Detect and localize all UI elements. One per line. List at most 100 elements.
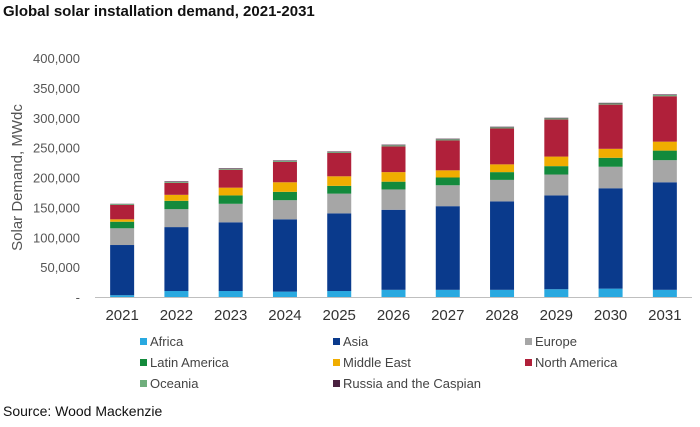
bar-segment-russia-and-the-caspian: [490, 126, 515, 128]
x-tick-label: 2027: [431, 307, 464, 324]
bar-segment-middle-east: [598, 148, 623, 158]
bar-segment-europe: [544, 174, 569, 196]
legend-item: Middle East: [333, 355, 411, 370]
bar-stack-2025: [327, 151, 352, 297]
bar-segment-asia: [272, 219, 297, 292]
legend-item: Asia: [333, 334, 369, 349]
y-tick-label: 200,000: [33, 171, 80, 186]
bar-segment-russia-and-the-caspian: [544, 117, 569, 119]
y-tick-label: 50,000: [40, 260, 80, 275]
bar-segment-latin-america: [272, 191, 297, 201]
bar-segment-middle-east: [544, 156, 569, 167]
bar-segment-oceania: [490, 127, 515, 129]
bar-segment-africa: [164, 291, 189, 297]
bar-segment-russia-and-the-caspian: [272, 160, 297, 162]
bar-segment-europe: [327, 193, 352, 214]
y-tick-label: 400,000: [33, 51, 80, 66]
legend: Africa Asia Europe Latin America Middle East…: [140, 334, 618, 391]
bar-segment-middle-east: [435, 170, 460, 178]
bar-segment-north-america: [272, 161, 297, 183]
x-tick-label: 2022: [160, 307, 193, 324]
bar-segment-europe: [381, 189, 406, 210]
bar-segment-russia-and-the-caspian: [327, 151, 352, 153]
y-tick-label: 350,000: [33, 81, 80, 96]
stacked-bar-chart: - 50,000 100,000 150,000 200,000 250,000 300,0…: [9, 51, 692, 391]
legend-item: Europe: [525, 334, 577, 349]
bar-segment-north-america: [327, 153, 352, 177]
bar-segment-asia: [381, 209, 406, 290]
bar-segment-latin-america: [598, 157, 623, 167]
bar-segment-middle-east: [490, 164, 515, 173]
bar-segment-europe: [164, 209, 189, 228]
bar-segment-middle-east: [272, 182, 297, 192]
bar-segment-oceania: [110, 204, 135, 205]
legend-item: Oceania: [140, 376, 199, 391]
bar-segment-north-america: [598, 104, 623, 149]
legend-label: Europe: [535, 334, 577, 349]
y-axis-title: Solar Demand, MWdc: [9, 104, 26, 251]
x-tick-label: 2024: [268, 307, 301, 324]
bar-segment-asia: [218, 222, 243, 292]
bar-stack-2022: [164, 181, 189, 297]
bar-segment-africa: [110, 295, 135, 297]
bar-stack-2028: [490, 126, 515, 297]
bar-segment-europe: [110, 228, 135, 246]
x-tick-label: 2028: [485, 307, 518, 324]
bar-segment-latin-america: [381, 181, 406, 190]
bar-stack-2031: [652, 94, 677, 297]
bar-segment-middle-east: [327, 176, 352, 186]
bar-segment-latin-america: [435, 177, 460, 186]
bar-segment-north-america: [544, 119, 569, 157]
bar-segment-latin-america: [110, 221, 135, 229]
legend-item: North America: [525, 355, 618, 370]
bar-segment-oceania: [435, 139, 460, 141]
bar-segment-europe: [272, 200, 297, 220]
x-tick-label: 2023: [214, 307, 247, 324]
bar-segment-europe: [218, 203, 243, 223]
bar-segment-oceania: [381, 145, 406, 147]
legend-swatch: [333, 380, 340, 387]
bar-segment-asia: [490, 201, 515, 290]
bar-segment-middle-east: [218, 187, 243, 196]
bar-segment-latin-america: [544, 166, 569, 175]
bar-segment-oceania: [652, 95, 677, 97]
legend-swatch: [525, 338, 532, 345]
bar-segment-north-america: [218, 169, 243, 188]
bar-segment-russia-and-the-caspian: [598, 102, 623, 104]
bar-segment-middle-east: [110, 219, 135, 222]
y-tick-label: 150,000: [33, 200, 80, 215]
bar-segment-russia-and-the-caspian: [435, 138, 460, 140]
y-tick-label: 250,000: [33, 141, 80, 156]
y-axis: - 50,000 100,000 150,000 200,000 250,000 300,0…: [33, 51, 80, 305]
bar-segment-oceania: [272, 161, 297, 162]
bar-segment-latin-america: [218, 195, 243, 204]
bar-segment-asia: [652, 182, 677, 290]
legend-swatch: [140, 359, 147, 366]
bar-stack-2030: [598, 102, 623, 297]
bar-segment-russia-and-the-caspian: [218, 168, 243, 169]
bars: [110, 94, 677, 297]
bar-segment-europe: [435, 185, 460, 207]
bar-segment-africa: [381, 289, 406, 297]
legend-label: Africa: [150, 334, 184, 349]
legend-label: Latin America: [150, 355, 230, 370]
bar-segment-oceania: [164, 181, 189, 183]
bar-stack-2027: [435, 138, 460, 297]
bar-stack-2029: [544, 117, 569, 297]
bar-segment-middle-east: [652, 141, 677, 151]
bar-segment-africa: [435, 289, 460, 297]
bar-segment-africa: [598, 288, 623, 297]
x-tick-label: 2030: [594, 307, 627, 324]
legend-item: Africa: [140, 334, 184, 349]
bar-segment-africa: [218, 291, 243, 297]
bar-segment-asia: [598, 188, 623, 289]
bar-segment-north-america: [490, 128, 515, 165]
chart-title: Global solar installation demand, 2021-2…: [3, 3, 315, 20]
legend-swatch: [333, 359, 340, 366]
legend-label: Asia: [343, 334, 369, 349]
bar-segment-latin-america: [652, 150, 677, 161]
bar-segment-north-america: [435, 140, 460, 171]
bar-segment-africa: [544, 289, 569, 297]
x-tick-label: 2031: [648, 307, 681, 324]
bar-stack-2026: [381, 144, 406, 297]
